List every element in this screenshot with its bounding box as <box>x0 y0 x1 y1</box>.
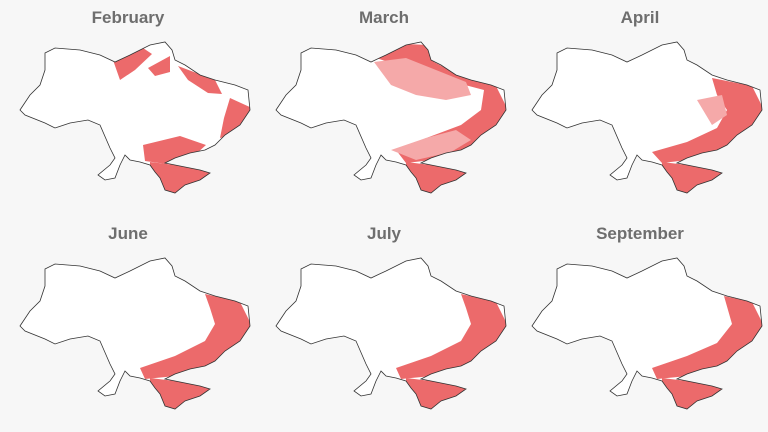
ukraine-map <box>275 257 507 410</box>
country-border <box>19 257 251 410</box>
map-panel-march: March <box>256 0 512 216</box>
occupied-area <box>143 136 206 164</box>
crimea-occupied <box>150 162 212 193</box>
ukraine-map <box>531 41 763 194</box>
occupied-area <box>140 294 250 379</box>
panel-title: February <box>91 8 165 27</box>
country-border <box>275 41 507 194</box>
panel-title: March <box>358 8 410 27</box>
crimea-occupied <box>150 378 212 409</box>
ukraine-map <box>531 257 763 410</box>
contested-area <box>374 58 471 100</box>
map-panel-february: February <box>0 0 256 216</box>
country-border <box>531 41 763 194</box>
map-panel-june: June <box>0 216 256 432</box>
ukraine-map <box>275 41 507 194</box>
crimea-occupied <box>406 162 468 193</box>
country-border <box>531 257 763 410</box>
country-border <box>275 257 507 410</box>
occupied-area <box>376 44 506 163</box>
occupied-area <box>652 78 762 163</box>
ukraine-map <box>19 257 251 410</box>
country-land <box>532 42 762 193</box>
country-land <box>276 258 506 409</box>
map-panel-september: September <box>512 216 768 432</box>
country-border <box>19 41 251 194</box>
occupied-area <box>396 294 506 379</box>
occupied-area <box>178 66 222 94</box>
ukraine-map <box>19 41 251 194</box>
crimea-occupied <box>406 378 468 409</box>
contested-area <box>391 130 471 160</box>
crimea-occupied <box>662 162 724 193</box>
map-panel-july: July <box>256 216 512 432</box>
panel-title: April <box>620 8 660 27</box>
country-land <box>532 258 762 409</box>
occupied-area <box>148 56 170 76</box>
occupied-area <box>113 46 152 80</box>
contested-area <box>697 95 727 125</box>
crimea-occupied <box>662 378 724 409</box>
panel-title: September <box>596 224 684 243</box>
panel-title: June <box>108 224 148 243</box>
panel-title: July <box>366 224 402 243</box>
country-land <box>20 258 250 409</box>
map-panel-april: April <box>512 0 768 216</box>
occupied-area <box>652 296 762 379</box>
occupied-area <box>220 98 250 138</box>
